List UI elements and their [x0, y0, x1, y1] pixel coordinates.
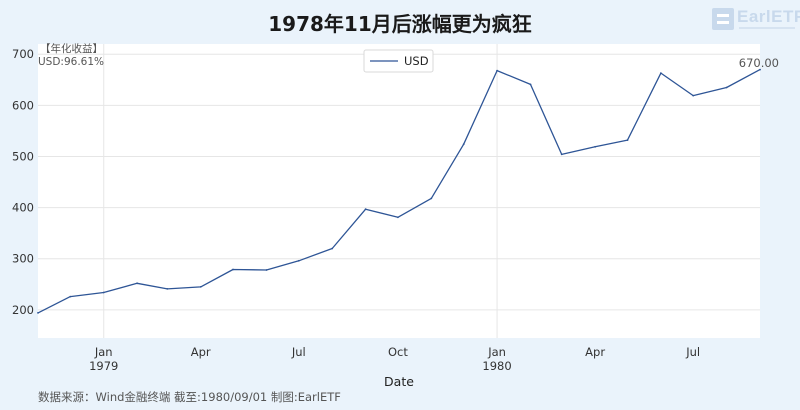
data-point-0-13: [462, 143, 465, 146]
x-tick-label-4: Jan: [487, 345, 506, 359]
data-point-0-15: [529, 83, 532, 86]
data-point-0-22: [759, 68, 761, 71]
y-tick-label-700: 700: [12, 47, 34, 61]
logo-mark-icon: [712, 8, 734, 30]
data-point-0-21: [725, 86, 728, 89]
annotation-line-1: 【年化收益】: [40, 42, 103, 55]
series-layer: [37, 68, 761, 314]
x-tick-label-3: Oct: [388, 345, 408, 359]
y-tick-label-400: 400: [12, 201, 34, 215]
data-point-0-8: [297, 259, 300, 262]
x-tick-sublabel-4: 1980: [482, 359, 511, 373]
data-point-0-6: [232, 268, 234, 271]
data-point-0-7: [265, 269, 268, 271]
data-point-0-11: [397, 216, 399, 219]
logo-text: EarlETF: [737, 7, 800, 26]
brand-logo: EarlETF: [712, 6, 800, 34]
data-point-0-14: [496, 69, 498, 72]
legend-label-usd: USD: [404, 54, 429, 68]
data-point-0-5: [199, 286, 202, 288]
y-axis: 200 300 400 500 600 700: [12, 47, 34, 317]
x-tick-label-0: Jan: [94, 345, 113, 359]
plot-area: [38, 44, 760, 338]
end-value-label: 670.00: [739, 56, 779, 70]
data-point-0-0: [37, 312, 39, 314]
x-axis-title: Date: [384, 374, 414, 389]
data-point-0-2: [102, 291, 105, 294]
legend-box: [363, 49, 434, 73]
x-tick-label-5: Apr: [585, 345, 605, 359]
page-title: 1978年11月后涨幅更为疯狂: [268, 12, 532, 36]
data-point-0-12: [430, 197, 433, 200]
annotation-box: 【年化收益】 USD:96.61%: [38, 42, 104, 68]
logo-underline: [739, 27, 795, 29]
annotation-line-2: USD:96.61%: [38, 56, 104, 68]
y-tick-label-300: 300: [12, 252, 34, 266]
y-tick-label-600: 600: [12, 98, 34, 112]
data-point-0-1: [69, 295, 72, 298]
x-tick-sublabel-0: 1979: [89, 359, 118, 373]
data-point-0-19: [660, 72, 662, 74]
x-tick-label-1: Apr: [191, 345, 211, 359]
data-point-0-3: [136, 282, 139, 285]
data-point-0-4: [166, 288, 169, 290]
data-point-0-10: [364, 208, 367, 211]
x-tick-label-2: Jul: [291, 345, 306, 359]
data-point-0-16: [560, 153, 563, 156]
data-point-0-20: [692, 94, 695, 97]
source-note: 数据来源：Wind金融终端 截至:1980/09/01 制图:EarlETF: [38, 390, 341, 404]
data-point-0-18: [626, 139, 629, 142]
y-tick-label-500: 500: [12, 149, 34, 163]
x-tick-label-6: Jul: [685, 345, 700, 359]
data-point-0-9: [331, 247, 334, 250]
data-point-0-17: [594, 145, 596, 148]
y-tick-label-200: 200: [12, 303, 34, 317]
legend: USD: [363, 49, 434, 73]
